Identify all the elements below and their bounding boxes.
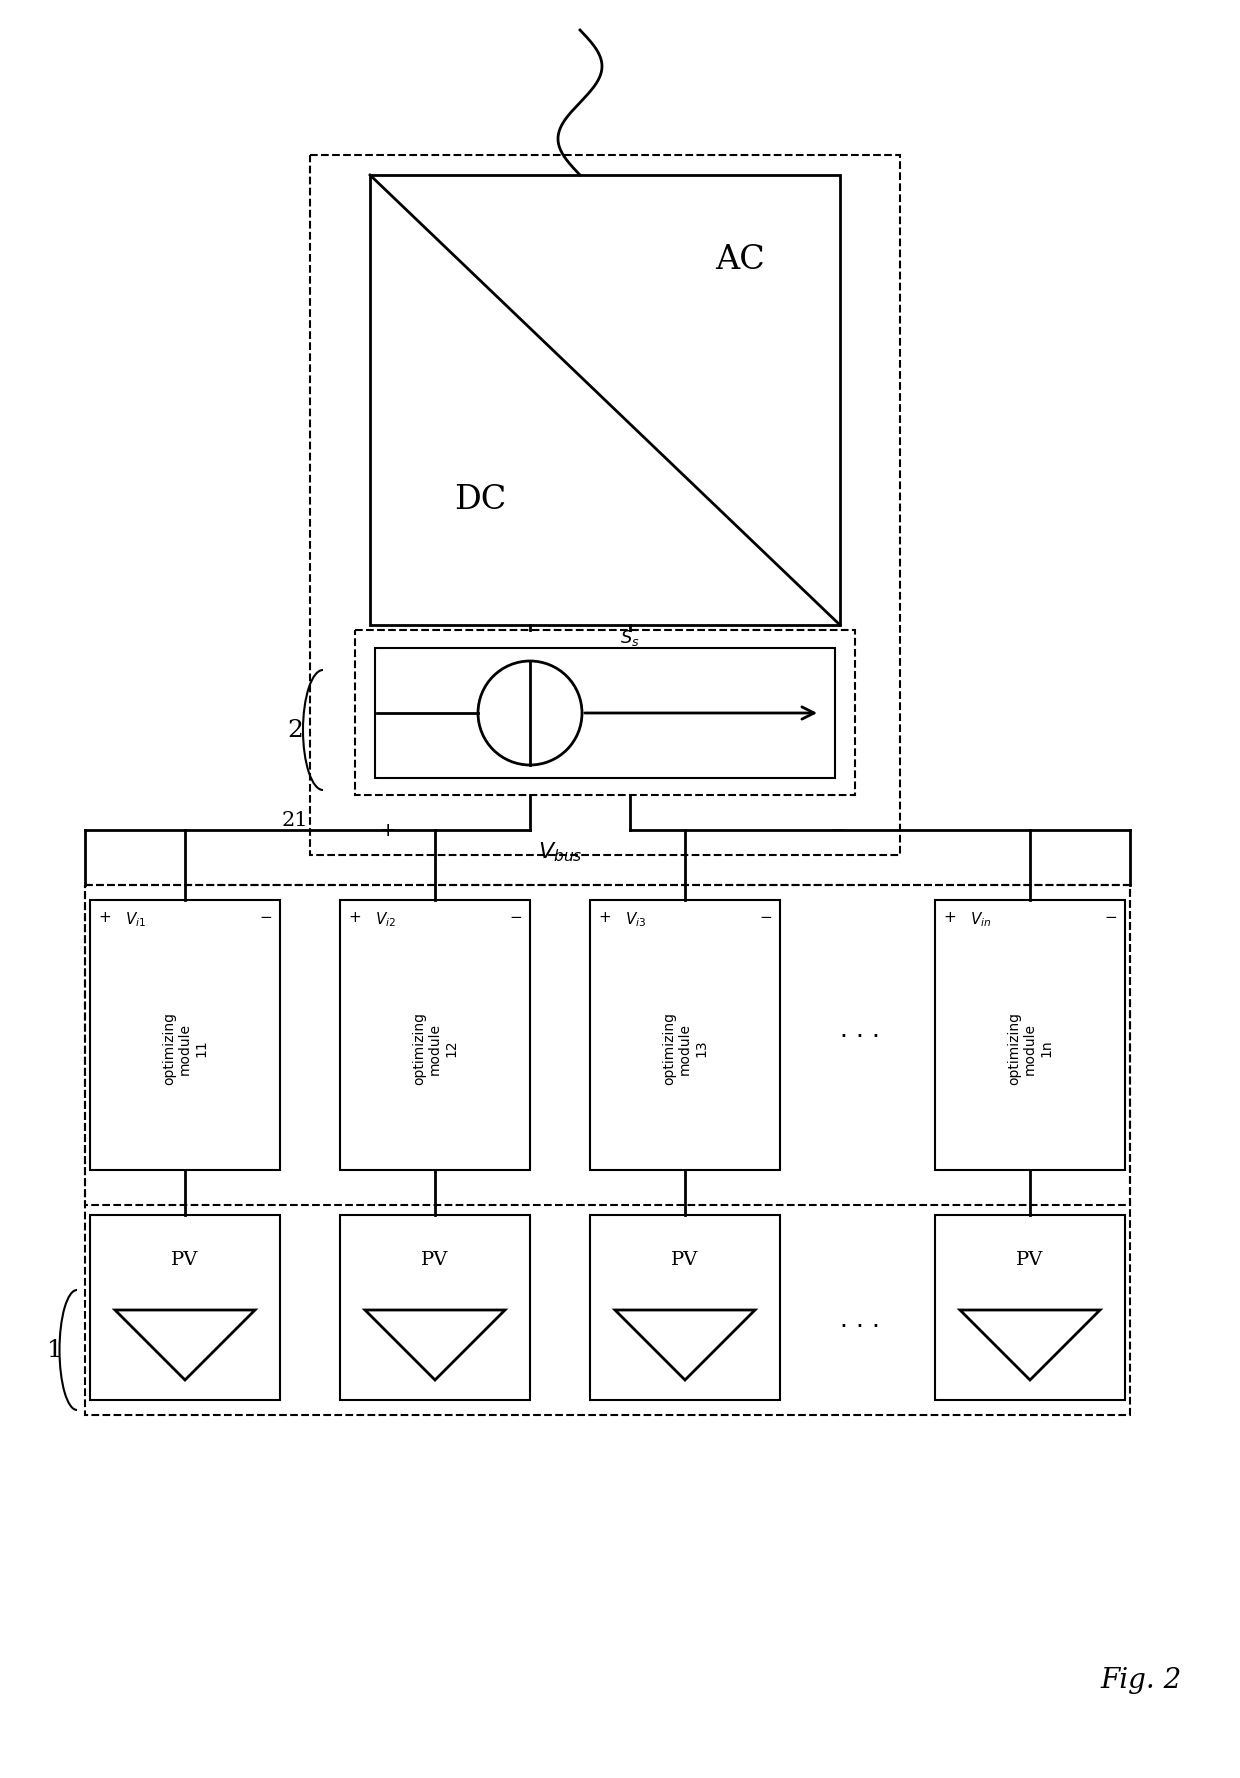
Text: optimizing
module
13: optimizing module 13 [662, 1012, 708, 1085]
Bar [590, 900, 780, 1170]
Text: +: + [98, 910, 110, 925]
Text: +: + [379, 820, 397, 839]
Bar [91, 1214, 280, 1399]
Text: optimizing
module
11: optimizing module 11 [161, 1012, 208, 1085]
Text: $V_{i1}$: $V_{i1}$ [125, 910, 146, 928]
Text: PV: PV [1017, 1252, 1044, 1269]
Text: 1: 1 [47, 1339, 63, 1362]
Bar [91, 900, 280, 1170]
Bar [374, 647, 835, 779]
Bar [86, 885, 1130, 1415]
Text: +: + [942, 910, 956, 925]
Text: $V_{i3}$: $V_{i3}$ [625, 910, 646, 928]
Text: −: − [259, 910, 272, 925]
Bar [340, 900, 529, 1170]
Text: optimizing
module
12: optimizing module 12 [412, 1012, 459, 1085]
Text: optimizing
module
1n: optimizing module 1n [1007, 1012, 1053, 1085]
Text: PV: PV [671, 1252, 698, 1269]
Text: 2: 2 [288, 718, 303, 741]
Text: −: − [510, 910, 522, 925]
Bar [86, 885, 1130, 1205]
Text: PV: PV [422, 1252, 449, 1269]
Text: +: + [598, 910, 611, 925]
Text: $S_s$: $S_s$ [620, 628, 640, 647]
Bar [355, 629, 856, 795]
Text: . . .: . . . [839, 1019, 880, 1042]
Text: −: − [1105, 910, 1117, 925]
Text: $V_{i2}$: $V_{i2}$ [374, 910, 396, 928]
Bar [590, 1214, 780, 1399]
Text: DC: DC [454, 484, 506, 516]
Text: PV: PV [171, 1252, 198, 1269]
Text: 21: 21 [281, 811, 309, 830]
Text: +: + [348, 910, 361, 925]
Bar [935, 900, 1125, 1170]
Text: −: − [830, 820, 846, 839]
Text: −: − [759, 910, 773, 925]
Bar [935, 1214, 1125, 1399]
Text: $V_{bus}$: $V_{bus}$ [538, 839, 583, 864]
Bar [310, 155, 900, 855]
Text: $V_{in}$: $V_{in}$ [970, 910, 992, 928]
Bar [370, 174, 839, 626]
Text: . . .: . . . [839, 1309, 880, 1332]
Bar [340, 1214, 529, 1399]
Text: AC: AC [715, 244, 765, 276]
Text: Fig. 2: Fig. 2 [1100, 1666, 1182, 1693]
